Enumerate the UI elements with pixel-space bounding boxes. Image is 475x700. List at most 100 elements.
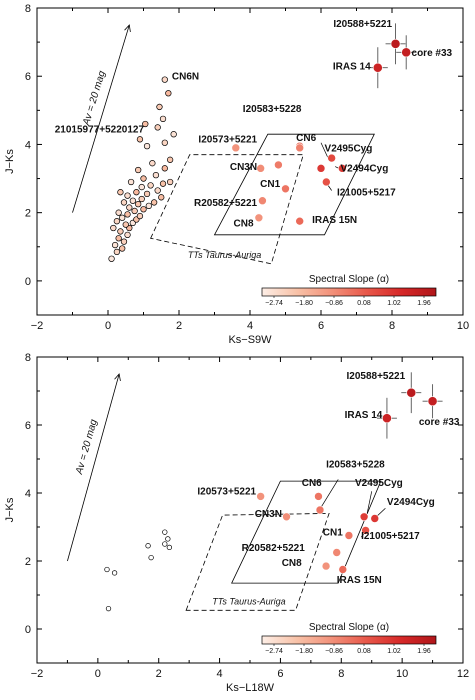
yso-point: [321, 561, 331, 571]
extinction-label: Av = 20 mag: [81, 69, 108, 127]
colorbar-tick-label: −2.74: [265, 648, 283, 655]
field-star-point: [129, 197, 137, 204]
colorbar-tick-label: 1.96: [417, 300, 431, 307]
yso-point: [281, 184, 290, 194]
field-star-point: [145, 202, 152, 209]
field-star-point: [120, 238, 128, 245]
field-star-point: [126, 204, 133, 211]
x-tick-label: 10: [457, 320, 469, 332]
x-tick-label: 4: [217, 668, 223, 680]
field-star-point: [133, 189, 140, 196]
y-tick-label: 0: [25, 276, 31, 288]
field-star-point: [156, 103, 163, 111]
y-tick-label: 4: [25, 488, 31, 500]
field-star-point: [135, 200, 142, 208]
source-label: I20573+5221: [198, 135, 257, 146]
field-stars: [108, 76, 177, 262]
x-tick-label: −2: [31, 320, 44, 332]
field-star-point: [117, 228, 124, 235]
yso-point: [231, 143, 241, 153]
leader-line: [366, 491, 373, 514]
yso-point: [256, 492, 265, 501]
field-star-point: [131, 207, 138, 215]
leader-line: [320, 142, 329, 159]
field-star-point: [150, 199, 158, 206]
source-label: core #33: [412, 48, 453, 59]
yso-point: [406, 387, 417, 398]
field-star-point: [113, 248, 121, 256]
field-star-point: [149, 160, 156, 167]
y-tick-label: 2: [25, 556, 31, 568]
yso-point: [295, 143, 305, 153]
colorbar-tick-label: 1.02: [387, 300, 401, 307]
field-star-point: [161, 139, 168, 146]
x-tick-label: −2: [31, 668, 44, 680]
field-star-point: [127, 178, 135, 186]
region-label: TTs Taurus-Auriga: [212, 596, 285, 606]
source-label: CN1: [260, 179, 280, 190]
source-label: I20573+5221: [197, 487, 256, 498]
field-star-point: [147, 182, 154, 189]
yso-point: [427, 396, 438, 407]
field-star-point: [110, 224, 117, 232]
source-label: CN3N: [230, 162, 257, 173]
source-label: I20588+5221: [347, 371, 406, 382]
source-label: V2495Cyg: [355, 478, 403, 489]
yso-point: [344, 531, 354, 540]
field-star-point: [124, 231, 131, 238]
field-star-point: [166, 544, 173, 551]
yso-point: [332, 548, 342, 557]
panel-1: −2 0 2 4 6 8 10 0 2 4 6 8 Ks−S9W J−Ks TTs Taurus-Aurig…: [4, 3, 469, 346]
field-star-point: [166, 156, 174, 163]
yso-point: [315, 505, 325, 515]
field-star-point: [138, 195, 145, 203]
field-star-point: [154, 187, 161, 194]
field-stars: [104, 529, 173, 612]
colorbar-title: Spectral Slope (α): [309, 274, 389, 285]
field-star-point: [161, 165, 168, 172]
colorbar: [261, 287, 437, 297]
yso-point: [370, 514, 380, 523]
source-label: CN8: [234, 218, 254, 229]
x-tick-label: 2: [176, 320, 182, 332]
source-label: CN6: [296, 133, 316, 144]
y-axis-label: J−Ks: [4, 149, 16, 174]
source-label: I21005+5217: [361, 531, 420, 542]
x-axis-label: Ks−S9W: [228, 334, 272, 346]
x-tick-label: 0: [95, 668, 101, 680]
yso-point: [382, 413, 392, 424]
source-label: V2495Cyg: [325, 143, 373, 154]
source-label: I20583+5228: [243, 104, 302, 115]
x-tick-label: 8: [338, 668, 344, 680]
extinction-arrow: [72, 24, 130, 213]
protostar-region: [213, 133, 375, 236]
field-star-point: [117, 189, 124, 196]
yso-point: [322, 177, 331, 187]
colorbar-tick-label: −1.80: [295, 300, 313, 307]
source-label: IRAS 15N: [337, 575, 382, 586]
field-star-point: [162, 541, 168, 547]
field-star-point: [138, 183, 145, 191]
panel-2: −2 0 2 4 6 8 10 12 0 2 4 6 8 Ks−L18W J−Ks TTs Taurus-Au…: [4, 352, 469, 694]
source-label: I20583+5228: [326, 460, 385, 471]
y-tick-label: 6: [25, 420, 31, 432]
field-star-point: [113, 218, 121, 225]
colorbar-tick-label: 1.96: [417, 648, 431, 655]
source-label: CN6: [302, 478, 322, 489]
yso-point: [274, 160, 283, 170]
colorbar-tick-label: 0.08: [357, 648, 371, 655]
yso-point: [361, 526, 370, 535]
colorbar-tick-label: −2.74: [265, 300, 283, 307]
field-star-point: [154, 124, 161, 131]
y-tick-label: 6: [25, 71, 31, 83]
yso-point: [401, 47, 412, 58]
y-tick-label: 8: [25, 352, 31, 364]
ttauri-region: [150, 154, 304, 265]
field-star-point: [170, 131, 177, 138]
field-star-point: [152, 171, 160, 179]
field-star-point: [143, 190, 151, 198]
yso-point: [314, 492, 323, 501]
field-star-point: [165, 536, 171, 542]
field-star-point: [136, 136, 144, 143]
